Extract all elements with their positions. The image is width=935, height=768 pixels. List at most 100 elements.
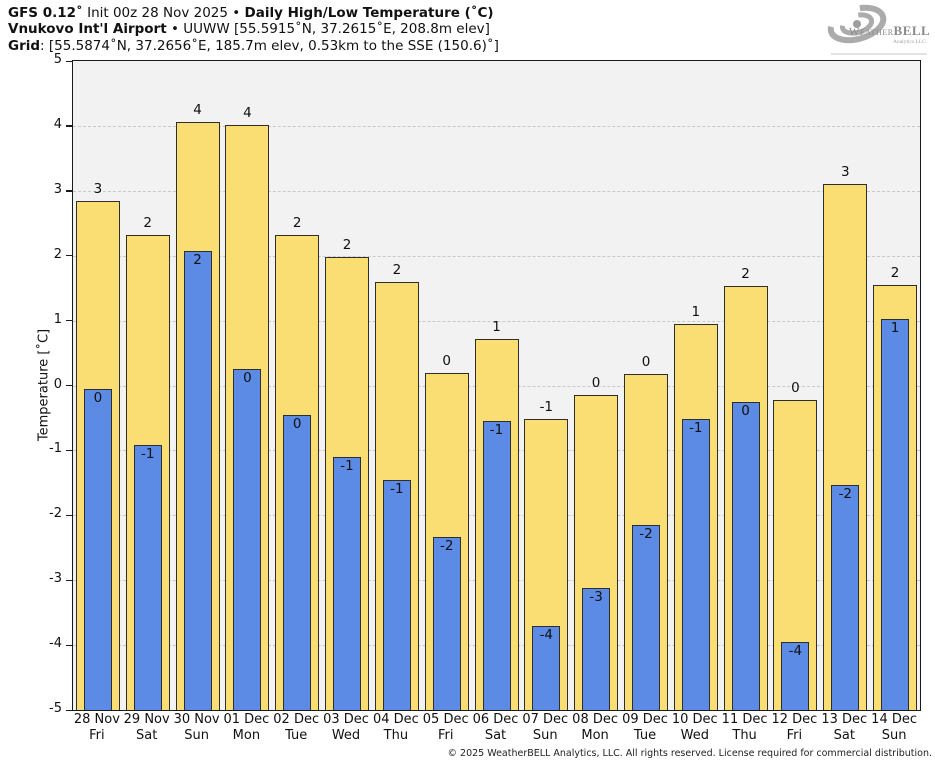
y-tick — [66, 190, 72, 192]
logo-text: WeatherBELL — [849, 23, 930, 38]
low-value-label: -4 — [539, 626, 554, 643]
high-value-label: 1 — [492, 318, 501, 335]
y-tick — [66, 644, 72, 646]
y-tick — [66, 579, 72, 581]
x-tick-date: 10 Dec — [671, 712, 718, 727]
title-line-model: GFS 0.12˚ Init 00z 28 Nov 2025 • Daily H… — [8, 5, 499, 21]
high-value-label: 4 — [243, 104, 252, 121]
weatherbell-logo: WeatherBELL Analytics LLC — [823, 3, 931, 57]
y-tick-label: -3 — [49, 571, 62, 587]
x-tick-date: 28 Nov — [73, 712, 120, 727]
x-tick-weekday: Sun — [532, 728, 558, 743]
y-tick-label: -4 — [49, 636, 62, 652]
low-bar — [582, 588, 611, 710]
storm-swirl-icon — [827, 4, 887, 44]
x-tick-weekday: Sun — [184, 728, 209, 743]
x-tick-weekday: Fri — [89, 728, 105, 743]
x-tick-date: 03 Dec — [323, 712, 369, 727]
plot-area: 3 0 2 -1 4 2 4 0 2 0 2 -1 2 -1 0 -2 1 -1 -1 -4 0 -3 0 -2 1 -1 2 0 0 -… — [72, 60, 921, 711]
low-value-label: -4 — [788, 642, 803, 659]
low-bar — [482, 421, 511, 710]
logo-text-bell: BELL — [894, 23, 931, 38]
high-value-label: 0 — [442, 352, 451, 369]
high-value-label: 4 — [193, 102, 202, 118]
x-tick-weekday: Sat — [484, 728, 507, 743]
x-tick-weekday: Fri — [786, 728, 803, 743]
grid-line — [73, 190, 920, 192]
low-bar — [432, 536, 461, 710]
low-bar — [632, 525, 660, 710]
low-value-label: -1 — [390, 480, 404, 497]
x-tick-weekday: Tue — [633, 728, 657, 743]
y-tick — [66, 514, 72, 517]
y-tick-label: 5 — [53, 52, 62, 67]
high-value-label: 2 — [890, 264, 900, 281]
logo-text-weather: Weather — [849, 26, 894, 38]
x-tick-weekday: Wed — [331, 728, 361, 743]
x-tick-date: 07 Dec — [522, 712, 569, 727]
weatherbell-logo-graphic: WeatherBELL Analytics LLC — [827, 4, 930, 55]
logo-tagline: Analytics LLC — [893, 39, 926, 45]
title-line-station: Vnukovo Int'l Airport • UUWW [55.5915˚N,… — [8, 21, 499, 37]
title-line-grid: Grid: [55.5874˚N, 37.2656˚E, 185.7m elev… — [8, 38, 499, 54]
low-bar — [133, 445, 162, 710]
low-bar — [731, 401, 760, 710]
x-tick-weekday: Wed — [680, 728, 709, 743]
low-value-label: -1 — [140, 446, 155, 463]
low-bar — [831, 484, 860, 710]
y-tick — [66, 449, 72, 452]
x-tick-date: 30 Nov — [173, 712, 220, 727]
low-value-label: -1 — [689, 420, 703, 437]
x-tick-weekday: Thu — [383, 728, 409, 743]
high-value-label: 1 — [691, 303, 701, 320]
low-value-label: 0 — [93, 389, 103, 406]
y-tick — [66, 125, 72, 127]
high-value-label: 2 — [342, 237, 352, 253]
x-tick-date: 08 Dec — [572, 712, 619, 727]
x-tick-date: 13 Dec — [821, 712, 868, 727]
station-name: Vnukovo Int'l Airport — [8, 21, 167, 38]
y-tick-label: 2 — [53, 246, 62, 262]
x-tick-date: 01 Dec — [223, 712, 270, 727]
y-tick-label: 4 — [53, 116, 62, 132]
high-value-label: 2 — [143, 214, 152, 231]
low-bar — [283, 415, 312, 710]
y-tick-label: 0 — [53, 376, 62, 392]
low-bar — [382, 479, 411, 710]
x-tick-date: 29 Nov — [123, 712, 170, 727]
grid-line — [73, 125, 920, 127]
x-tick-weekday: Tue — [285, 728, 308, 743]
x-tick-date: 11 Dec — [721, 712, 768, 727]
low-bar — [681, 419, 710, 710]
low-value-label: 0 — [741, 402, 750, 419]
low-value-label: -1 — [489, 422, 504, 439]
y-tick — [66, 320, 72, 322]
x-tick-weekday: Mon — [581, 728, 609, 743]
low-value-label: 0 — [292, 416, 302, 433]
y-tick — [66, 385, 72, 387]
x-tick-date: 05 Dec — [422, 712, 469, 727]
init-time: Init 00z 28 Nov 2025 • — [82, 5, 245, 21]
high-value-label: 2 — [741, 266, 750, 283]
x-tick-weekday: Sat — [136, 728, 158, 743]
chart-title: Daily High/Low Temperature (˚C) — [244, 5, 494, 21]
high-value-label: 0 — [641, 353, 651, 370]
y-tick — [66, 255, 72, 257]
low-bar — [233, 369, 262, 710]
low-value-label: 0 — [243, 370, 252, 387]
high-value-label: 3 — [93, 180, 103, 197]
copyright-text: © 2025 WeatherBELL Analytics, LLC. All r… — [447, 748, 932, 759]
grid-coords: : [55.5874˚N, 37.2656˚E, 185.7m elev, 0.… — [40, 37, 499, 54]
grid-line — [73, 320, 920, 322]
station-coords: • UUWW [55.5915˚N, 37.2615˚E, 208.8m ele… — [166, 21, 490, 38]
low-value-label: 1 — [890, 319, 900, 336]
low-bar — [83, 388, 112, 710]
x-tick-weekday: Fri — [437, 728, 454, 743]
x-tick-weekday: Sat — [833, 728, 855, 743]
x-tick-weekday: Thu — [732, 728, 757, 743]
y-tick-label: -5 — [49, 701, 62, 716]
low-bar — [532, 625, 561, 710]
y-tick — [66, 709, 72, 711]
y-tick — [66, 60, 72, 62]
